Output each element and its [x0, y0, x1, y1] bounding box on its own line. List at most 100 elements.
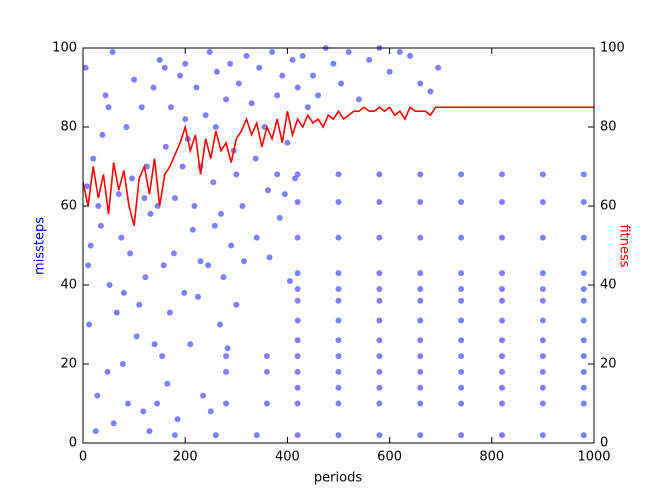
- y-tick-label: 0: [69, 436, 77, 451]
- point: [182, 116, 189, 123]
- x-tick-label: 600: [377, 450, 402, 465]
- y2-tick-label: 80: [600, 120, 617, 135]
- point: [539, 368, 546, 375]
- point: [345, 48, 352, 55]
- point: [197, 258, 204, 265]
- point: [376, 317, 383, 324]
- point: [335, 353, 342, 360]
- point: [580, 337, 587, 344]
- point: [119, 361, 126, 367]
- point: [294, 400, 301, 407]
- point: [580, 297, 587, 304]
- point: [207, 408, 214, 415]
- point: [417, 285, 424, 292]
- point: [376, 297, 383, 304]
- point: [376, 368, 383, 375]
- point: [264, 187, 271, 194]
- point: [458, 285, 465, 292]
- point: [140, 408, 147, 415]
- point: [136, 301, 143, 308]
- point: [294, 199, 301, 206]
- point: [580, 270, 587, 277]
- point: [213, 68, 220, 75]
- point: [223, 353, 230, 360]
- point: [499, 317, 506, 324]
- point: [499, 297, 506, 304]
- point: [539, 353, 546, 360]
- point: [216, 321, 223, 328]
- point: [417, 353, 424, 360]
- point: [335, 297, 342, 304]
- point: [174, 416, 181, 423]
- point: [376, 171, 383, 178]
- point: [281, 191, 288, 198]
- point: [274, 92, 281, 99]
- point: [194, 293, 201, 300]
- point: [539, 234, 546, 241]
- point: [212, 432, 219, 439]
- point: [84, 183, 91, 190]
- point: [240, 258, 247, 265]
- point: [205, 262, 212, 269]
- point: [151, 341, 158, 348]
- point: [227, 60, 234, 67]
- point: [92, 428, 99, 435]
- point: [458, 337, 465, 344]
- point: [304, 104, 311, 111]
- point: [90, 155, 97, 162]
- point: [110, 420, 117, 427]
- point: [223, 400, 230, 407]
- point: [315, 92, 322, 99]
- point: [335, 384, 342, 391]
- point: [181, 289, 188, 296]
- point: [417, 234, 424, 241]
- point: [355, 96, 362, 103]
- point: [177, 72, 184, 79]
- point: [160, 262, 167, 269]
- point: [235, 80, 242, 87]
- point: [335, 432, 342, 439]
- point: [224, 345, 231, 352]
- point: [150, 84, 157, 91]
- point: [142, 274, 149, 281]
- point: [417, 384, 424, 391]
- point: [191, 203, 198, 209]
- y2-tick-label: 60: [600, 199, 617, 214]
- point: [417, 199, 424, 206]
- point: [97, 222, 104, 229]
- point: [167, 104, 174, 111]
- point: [338, 80, 345, 87]
- point: [115, 191, 122, 198]
- point: [458, 270, 465, 277]
- point: [146, 428, 153, 435]
- point: [580, 384, 587, 391]
- point: [294, 84, 301, 91]
- y-tick-label: 40: [60, 278, 77, 293]
- point: [539, 270, 546, 277]
- point: [161, 64, 168, 71]
- point: [217, 210, 224, 217]
- point: [580, 432, 587, 439]
- point: [335, 171, 342, 178]
- point: [94, 392, 101, 399]
- y2-tick-label: 20: [600, 357, 617, 372]
- point: [179, 163, 186, 170]
- point: [417, 171, 424, 178]
- point: [162, 143, 169, 150]
- point: [427, 88, 434, 95]
- point: [228, 242, 235, 249]
- point: [154, 400, 161, 407]
- point: [294, 285, 301, 292]
- point: [129, 175, 136, 182]
- point: [499, 353, 506, 360]
- plot-frame: [82, 47, 595, 444]
- point: [256, 64, 263, 71]
- point: [376, 270, 383, 277]
- point: [294, 317, 301, 324]
- point: [335, 337, 342, 344]
- point: [82, 64, 89, 71]
- point: [294, 297, 301, 304]
- point: [499, 400, 506, 407]
